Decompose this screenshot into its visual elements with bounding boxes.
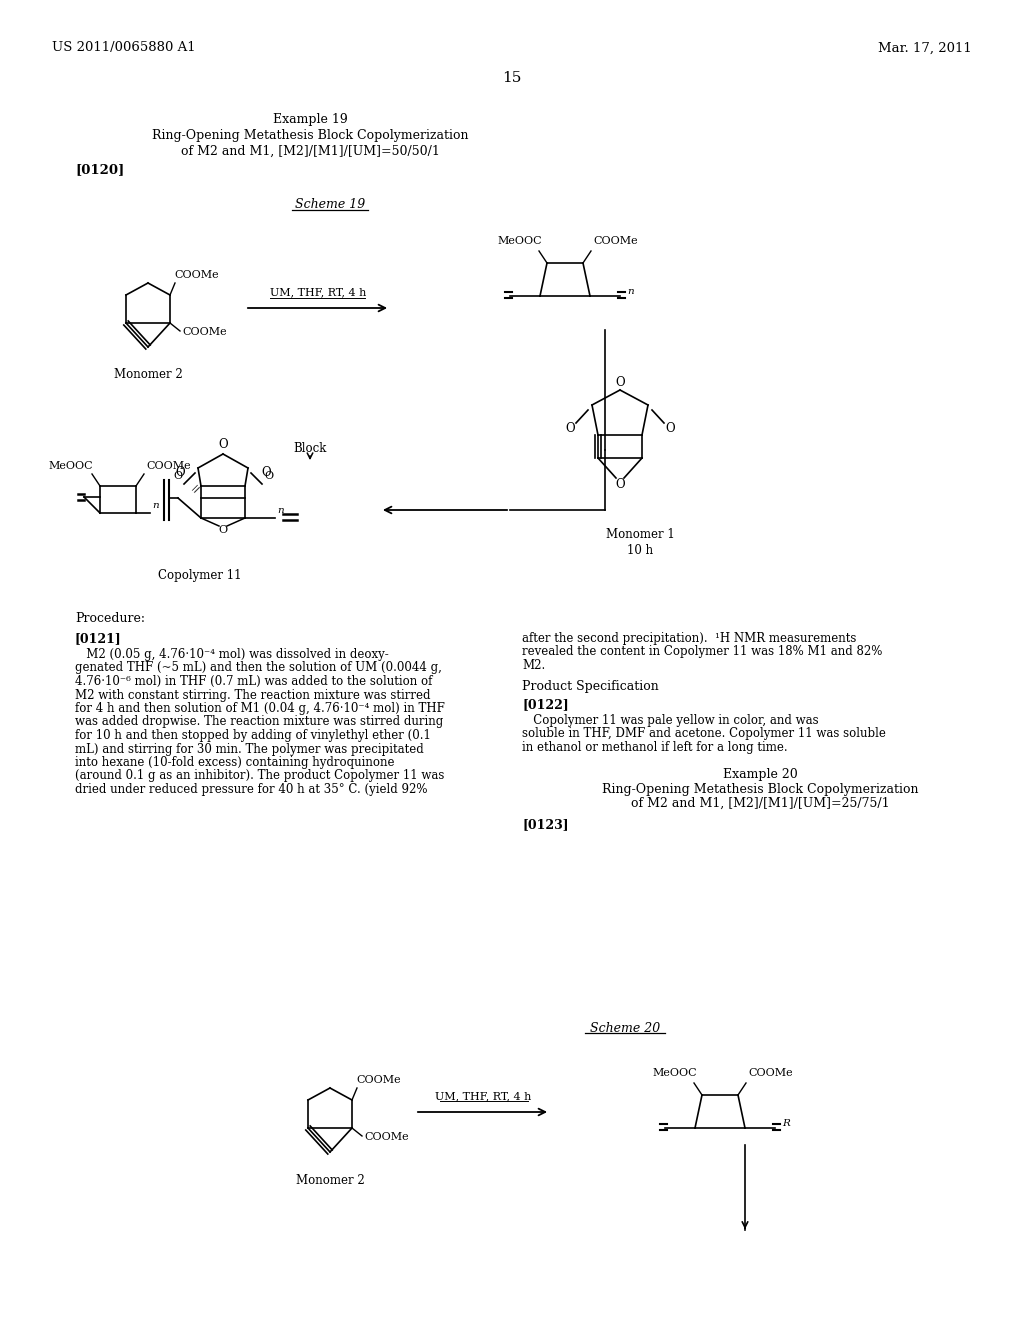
Text: O: O — [218, 438, 227, 451]
Text: Copolymer 11 was pale yellow in color, and was: Copolymer 11 was pale yellow in color, a… — [522, 714, 818, 727]
Text: Mar. 17, 2011: Mar. 17, 2011 — [879, 41, 972, 54]
Text: US 2011/0065880 A1: US 2011/0065880 A1 — [52, 41, 196, 54]
Text: O: O — [218, 525, 227, 535]
Text: COOMe: COOMe — [356, 1074, 400, 1085]
Text: O: O — [565, 422, 574, 436]
Text: MeOOC: MeOOC — [48, 461, 92, 471]
Text: mL) and stirring for 30 min. The polymer was precipitated: mL) and stirring for 30 min. The polymer… — [75, 742, 424, 755]
Text: n: n — [627, 288, 634, 297]
Text: [0120]: [0120] — [75, 164, 124, 177]
Text: M2.: M2. — [522, 659, 545, 672]
Text: =: = — [187, 479, 205, 496]
Text: UM, THF, RT, 4 h: UM, THF, RT, 4 h — [435, 1092, 531, 1101]
Text: COOMe: COOMe — [174, 271, 219, 280]
Text: of M2 and M1, [M2]/[M1]/[UM]=25/75/1: of M2 and M1, [M2]/[M1]/[UM]=25/75/1 — [631, 797, 889, 810]
Text: Monomer 2: Monomer 2 — [114, 368, 182, 381]
Text: revealed the content in Copolymer 11 was 18% M1 and 82%: revealed the content in Copolymer 11 was… — [522, 645, 883, 659]
Text: Block: Block — [293, 441, 327, 454]
Text: Monomer 2: Monomer 2 — [296, 1173, 365, 1187]
Text: for 10 h and then stopped by adding of vinylethyl ether (0.1: for 10 h and then stopped by adding of v… — [75, 729, 431, 742]
Text: O: O — [264, 471, 273, 480]
Text: into hexane (10-fold excess) containing hydroquinone: into hexane (10-fold excess) containing … — [75, 756, 394, 770]
Text: [0122]: [0122] — [522, 698, 568, 711]
Text: Ring-Opening Metathesis Block Copolymerization: Ring-Opening Metathesis Block Copolymeri… — [602, 783, 919, 796]
Text: O: O — [175, 466, 184, 479]
Text: (around 0.1 g as an inhibitor). The product Copolymer 11 was: (around 0.1 g as an inhibitor). The prod… — [75, 770, 444, 783]
Text: 4.76·10⁻⁶ mol) in THF (0.7 mL) was added to the solution of: 4.76·10⁻⁶ mol) in THF (0.7 mL) was added… — [75, 675, 432, 688]
Text: MeOOC: MeOOC — [652, 1068, 696, 1078]
Text: Example 20: Example 20 — [723, 768, 798, 781]
Text: in ethanol or methanol if left for a long time.: in ethanol or methanol if left for a lon… — [522, 741, 787, 754]
Text: 15: 15 — [503, 71, 521, 84]
Text: for 4 h and then solution of M1 (0.04 g, 4.76·10⁻⁴ mol) in THF: for 4 h and then solution of M1 (0.04 g,… — [75, 702, 444, 715]
Text: O: O — [615, 479, 625, 491]
Text: R: R — [782, 1119, 790, 1129]
Text: was added dropwise. The reaction mixture was stirred during: was added dropwise. The reaction mixture… — [75, 715, 443, 729]
Text: COOMe: COOMe — [593, 236, 638, 246]
Text: soluble in THF, DMF and acetone. Copolymer 11 was soluble: soluble in THF, DMF and acetone. Copolym… — [522, 727, 886, 741]
Text: n: n — [278, 506, 284, 515]
Text: O: O — [173, 471, 182, 480]
Text: UM, THF, RT, 4 h: UM, THF, RT, 4 h — [269, 286, 367, 297]
Text: O: O — [666, 422, 675, 436]
Text: [0121]: [0121] — [75, 632, 122, 645]
Text: COOMe: COOMe — [748, 1068, 793, 1078]
Text: O: O — [261, 466, 270, 479]
Text: Scheme 19: Scheme 19 — [295, 198, 366, 211]
Text: O: O — [615, 375, 625, 388]
Text: COOMe: COOMe — [146, 461, 190, 471]
Text: Procedure:: Procedure: — [75, 612, 145, 624]
Text: 10 h: 10 h — [627, 544, 653, 557]
Text: after the second precipitation).  ¹H NMR measurements: after the second precipitation). ¹H NMR … — [522, 632, 856, 645]
Text: COOMe: COOMe — [182, 327, 226, 337]
Text: dried under reduced pressure for 40 h at 35° C. (yield 92%: dried under reduced pressure for 40 h at… — [75, 783, 427, 796]
Text: M2 (0.05 g, 4.76·10⁻⁴ mol) was dissolved in deoxy-: M2 (0.05 g, 4.76·10⁻⁴ mol) was dissolved… — [75, 648, 389, 661]
Text: Monomer 1: Monomer 1 — [605, 528, 675, 541]
Text: M2 with constant stirring. The reaction mixture was stirred: M2 with constant stirring. The reaction … — [75, 689, 430, 701]
Text: COOMe: COOMe — [364, 1133, 409, 1142]
Text: Example 19: Example 19 — [272, 114, 347, 127]
Text: [0123]: [0123] — [522, 818, 568, 832]
Text: of M2 and M1, [M2]/[M1]/[UM]=50/50/1: of M2 and M1, [M2]/[M1]/[UM]=50/50/1 — [180, 144, 439, 157]
Text: genated THF (~5 mL) and then the solution of UM (0.0044 g,: genated THF (~5 mL) and then the solutio… — [75, 661, 442, 675]
Text: Product Specification: Product Specification — [522, 680, 658, 693]
Text: Copolymer 11: Copolymer 11 — [159, 569, 242, 582]
Text: Ring-Opening Metathesis Block Copolymerization: Ring-Opening Metathesis Block Copolymeri… — [152, 129, 468, 143]
Text: n: n — [152, 502, 159, 510]
Text: Scheme 20: Scheme 20 — [590, 1022, 660, 1035]
Text: MeOOC: MeOOC — [497, 236, 542, 246]
